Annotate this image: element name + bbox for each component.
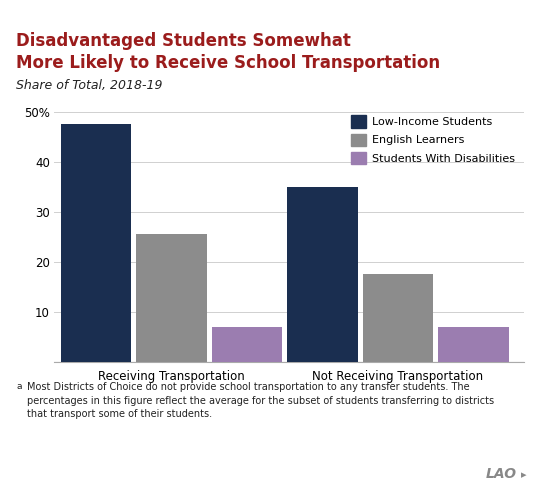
Text: a: a <box>16 382 22 391</box>
Text: Most Districts of Choice do not provide school transportation to any transfer st: Most Districts of Choice do not provide … <box>27 382 494 419</box>
Bar <box>136 234 207 362</box>
Bar <box>363 274 433 362</box>
Bar <box>287 186 357 362</box>
Text: Disadvantaged Students Somewhat
More Likely to Receive School Transportation: Disadvantaged Students Somewhat More Lik… <box>16 32 440 72</box>
Legend: Low-Income Students, English Learners, Students With Disabilities: Low-Income Students, English Learners, S… <box>347 112 518 167</box>
Text: LAO: LAO <box>485 467 516 481</box>
Text: Figure 19: Figure 19 <box>12 11 83 24</box>
Bar <box>212 327 282 362</box>
Text: ▸: ▸ <box>521 470 526 480</box>
Text: Share of Total, 2018-19: Share of Total, 2018-19 <box>16 79 163 92</box>
Bar <box>438 327 509 362</box>
Bar <box>61 124 131 362</box>
